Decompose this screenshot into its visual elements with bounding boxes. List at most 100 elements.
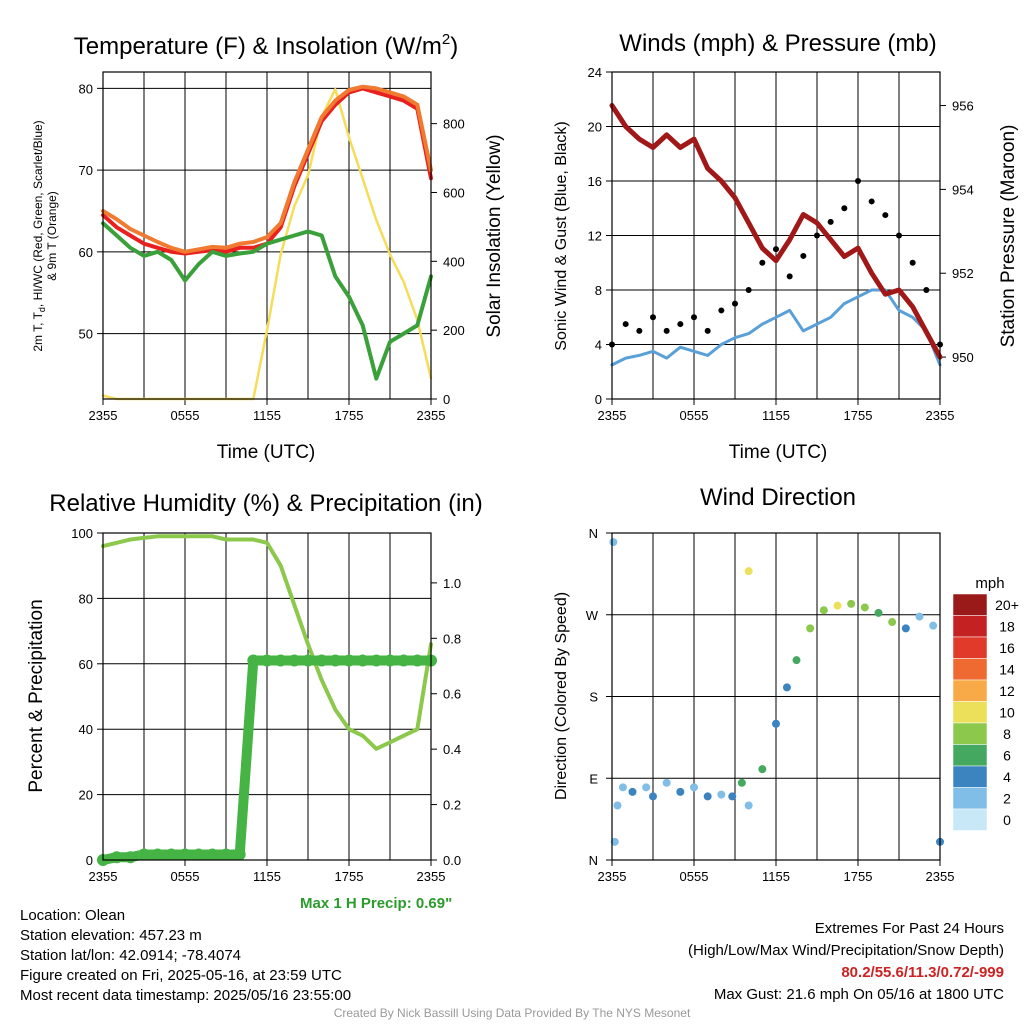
direction-point [860, 603, 869, 612]
rh-y2tick-label: 1.0 [443, 576, 461, 591]
direction-point [690, 783, 698, 792]
dir-xtick-label: 2355 [926, 869, 955, 884]
direction-point [737, 778, 746, 787]
wind-ytick-label: 0 [595, 392, 602, 407]
direction-point [744, 801, 753, 810]
extremes-subtitle: (High/Low/Max Wind/Precipitation/Snow De… [688, 942, 1004, 959]
speed-legend: 20+ 18 16 14 12 10 8 6 4 2 0 [952, 593, 1019, 831]
rh-xtick-label: 1755 [335, 869, 364, 884]
gust-point [923, 287, 930, 293]
wind-y2tick-label: 954 [952, 182, 974, 197]
temp-ylabel-left-2: & 9m T (Orange) [45, 191, 59, 281]
location-text: Location: Olean [20, 907, 126, 924]
direction-point [744, 567, 753, 576]
legend-swatch [952, 593, 988, 616]
rh-series-line [98, 655, 436, 865]
temp-plot: 2355 0555 1155 1755 235550607080020040060080… [79, 71, 465, 423]
dir-xtick-label: 1155 [762, 869, 790, 884]
temp-xtick-label: 0555 [171, 408, 200, 423]
legend-swatch [952, 808, 988, 831]
direction-point [782, 683, 791, 692]
gust-point [909, 259, 916, 266]
dir-border [611, 532, 941, 861]
legend-swatch [952, 787, 988, 810]
rh-ylabel-left: Percent & Precipitation [26, 599, 47, 792]
gust-point [691, 314, 697, 321]
rh-xtick-label: 2355 [417, 869, 446, 884]
temp-ytick-label: 60 [79, 245, 93, 260]
temp-ylabel-left: 2m T, Td, HI/WC (Red, Green, Scarlet/Blu… [31, 120, 47, 351]
wind-ytick-label: 16 [588, 174, 602, 189]
dir-xtick-label: 2355 [598, 869, 627, 884]
gust-point [759, 259, 766, 266]
legend-label: 0 [1003, 812, 1011, 828]
rh-y2tick-label: 0.6 [443, 687, 461, 702]
direction-point [772, 719, 780, 728]
wind-border [611, 71, 941, 400]
gust-point [663, 327, 670, 334]
gust-point [814, 232, 820, 239]
direction-point [929, 621, 938, 630]
credit-text: Created By Nick Bassill Using Data Provi… [333, 1006, 691, 1020]
direction-point [703, 792, 712, 801]
temp-xtick-label: 1755 [335, 408, 364, 423]
gust-point [882, 212, 889, 219]
dir-ylabel-left: Direction (Colored By Speed) [553, 592, 570, 800]
gust-point [745, 287, 752, 293]
gust-point [718, 307, 725, 314]
legend-label: 16 [999, 640, 1015, 656]
wind-y2tick-label: 952 [952, 266, 974, 281]
wind-xtick-label: 1155 [762, 408, 790, 423]
dir-ytick-label: S [589, 690, 598, 705]
wind-ylabel-left: Sonic Wind & Gust (Blue, Black) [553, 121, 570, 350]
rh-chart-title: Relative Humidity (%) & Precipitation (i… [49, 490, 482, 517]
rh-ytick-label: 40 [79, 722, 93, 737]
legend-swatch [952, 744, 988, 767]
direction-point [728, 792, 737, 801]
temp-y2tick-label: 0 [443, 392, 450, 407]
legend-label: 8 [1003, 726, 1011, 742]
gust-point [868, 198, 875, 205]
wind-series-line [609, 103, 943, 360]
rh-y2tick-label: 0.8 [443, 631, 461, 646]
legend-label: 2 [1003, 791, 1011, 807]
legend-swatch [952, 615, 988, 638]
direction-point [662, 778, 671, 787]
direction-point [610, 837, 619, 846]
rh-y2tick-label: 0.4 [443, 742, 461, 757]
direction-point [874, 608, 883, 617]
direction-point [888, 618, 897, 627]
direction-point [613, 801, 622, 810]
dir-xtick-label: 1755 [844, 869, 873, 884]
temp-xlabel: Time (UTC) [217, 442, 316, 463]
legend-title: mph [975, 575, 1004, 592]
wind-plot: 2355 0555 1155 1755 235504812162024950952954… [588, 65, 974, 423]
temp-y2tick-label: 400 [443, 254, 465, 269]
temp-ytick-label: 70 [79, 163, 93, 178]
wind-chart-title: Winds (mph) & Pressure (mb) [619, 30, 936, 57]
wind-y2tick-label: 950 [952, 350, 974, 365]
elevation-text: Station elevation: 457.23 m [20, 927, 202, 944]
temp-series-line [101, 84, 433, 254]
rh-xtick-label: 2355 [89, 869, 118, 884]
dir-ytick-label: W [586, 608, 599, 623]
direction-point [628, 787, 637, 796]
legend-swatch [952, 765, 988, 788]
wind-xtick-label: 1755 [844, 408, 873, 423]
legend-swatch [952, 701, 988, 724]
direction-point [618, 783, 627, 792]
max-precip-label: Max 1 H Precip: 0.69" [300, 895, 453, 912]
gust-point [841, 205, 848, 212]
gust-point [773, 246, 779, 253]
direction-point [901, 624, 910, 633]
direction-point [609, 538, 618, 547]
station-info: Location: Olean Station elevation: 457.2… [20, 906, 351, 1006]
gust-point [800, 252, 807, 259]
dir-chart-title: Wind Direction [700, 484, 856, 511]
dir-ytick-label: N [589, 526, 598, 541]
direction-point [649, 792, 657, 801]
gust-point [732, 300, 738, 307]
wind-ytick-label: 4 [595, 338, 602, 353]
direction-point [642, 783, 651, 792]
